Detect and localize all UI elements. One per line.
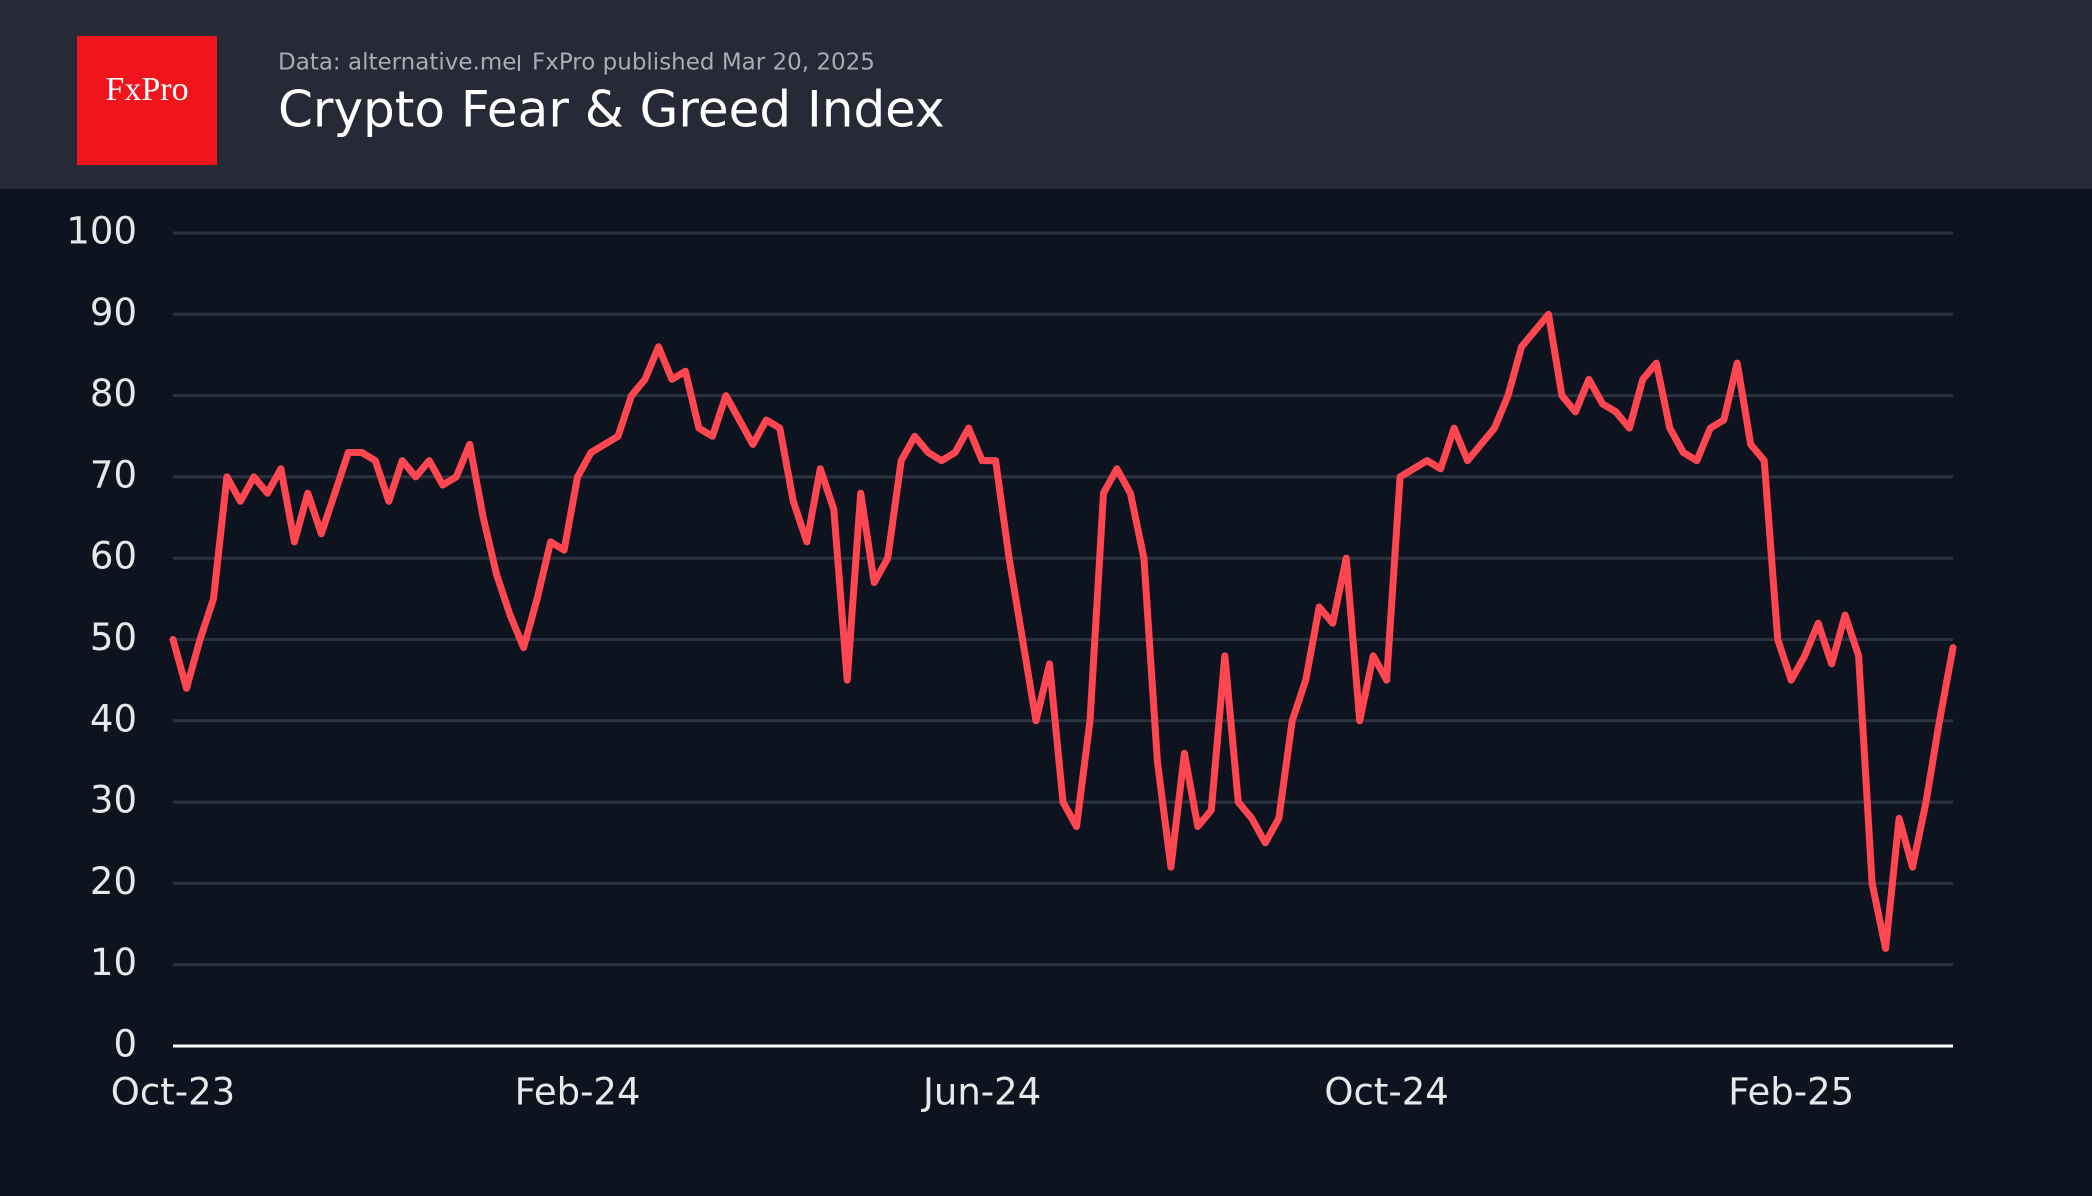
y-tick-label: 70: [90, 453, 137, 496]
chart-title: Crypto Fear & Greed Index: [278, 81, 945, 139]
y-tick-label: 10: [90, 941, 137, 984]
logo: FxPro: [105, 71, 188, 108]
x-tick-label: Oct-24: [1324, 1071, 1448, 1114]
logo-box: [77, 36, 217, 165]
y-tick-label: 0: [113, 1023, 137, 1066]
y-tick-label: 40: [90, 697, 137, 740]
source: Data: alternative.me: [278, 50, 516, 76]
x-tick-label: Oct-23: [111, 1071, 235, 1114]
y-tick-label: 30: [90, 779, 137, 822]
y-tick-label: 90: [90, 291, 137, 334]
y-tick-label: 20: [90, 860, 137, 903]
y-tick-label: 60: [90, 535, 137, 578]
y-tick-label: 100: [66, 210, 137, 253]
x-tick-label: Jun-24: [921, 1071, 1041, 1114]
data-line: [169, 310, 1957, 952]
x-tick-label: Feb-25: [1728, 1071, 1854, 1114]
y-tick-label: 80: [90, 372, 137, 415]
x-tick-label: Feb-24: [515, 1071, 641, 1114]
header-band: [0, 0, 2092, 189]
y-tick-label: 50: [90, 616, 137, 659]
publisher: FxPro published Mar 20, 2025: [532, 50, 875, 76]
